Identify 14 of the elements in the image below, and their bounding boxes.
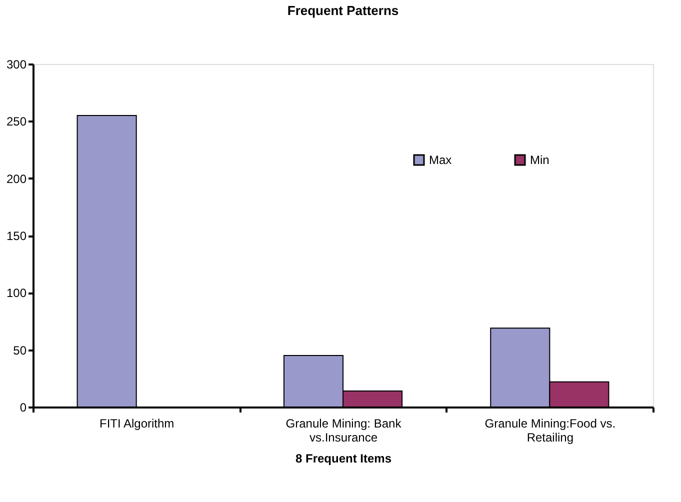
y-tick-label: 100	[6, 286, 27, 300]
x-tick-label: Granule Mining: Bank vs.Insurance	[286, 416, 402, 444]
legend-label: Max	[429, 153, 452, 167]
x-axis-title: 8 Frequent Items	[295, 452, 392, 466]
y-tick-label: 250	[6, 114, 27, 129]
x-tick-label: FITI Algorithm	[99, 416, 174, 430]
chart-title: Frequent Patterns	[287, 3, 399, 18]
y-tick-label: 200	[6, 172, 27, 186]
y-tick-label: 300	[6, 58, 27, 72]
y-tick-label: 0	[20, 400, 27, 414]
y-tick-label: 150	[6, 229, 27, 243]
legend-label: Min	[530, 153, 550, 167]
x-tick-label: Granule Mining:Food vs. Retailing	[484, 416, 616, 444]
y-tick-label: 50	[13, 343, 27, 358]
